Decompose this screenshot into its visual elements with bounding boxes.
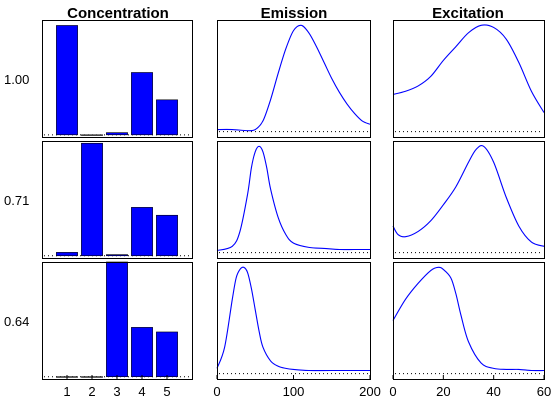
bar-component-5 (156, 214, 178, 257)
title-concentration: Concentration (67, 5, 169, 22)
panel-concentration-3: 1 2 3 4 5 (42, 261, 193, 399)
row-label-1: 1.00 (4, 72, 29, 87)
title-excitation: Excitation (432, 5, 504, 22)
bar-component-5 (156, 331, 178, 378)
axes-frame (217, 141, 371, 259)
spectrum-line-emission (216, 145, 370, 252)
x-tick-label: 40 (486, 384, 500, 399)
panel-excitation-2 (392, 141, 545, 259)
axes-frame (217, 262, 371, 380)
bar-component-4 (131, 207, 153, 257)
axes-frame (217, 20, 371, 138)
axes-frame (42, 141, 193, 259)
panel-emission-1 (216, 20, 371, 138)
row-label-3: 0.64 (4, 314, 29, 329)
panel-excitation-1 (392, 20, 545, 138)
spectrum-line-emission (216, 266, 370, 372)
x-tick-label: 0 (389, 384, 396, 399)
x-tick-label: 0 (213, 384, 220, 399)
spectrum-line-emission (216, 24, 371, 132)
axes-frame (42, 20, 193, 138)
bar-component-1 (56, 252, 78, 257)
bar-component-3 (106, 261, 128, 378)
axes-frame (42, 262, 193, 380)
x-tick-label: 4 (138, 384, 145, 399)
spectrum-line-excitation (392, 145, 545, 247)
panel-emission-2 (216, 141, 371, 259)
spectrum-line-excitation (392, 24, 545, 113)
panel-excitation-3: 0 20 40 60 (389, 262, 551, 399)
x-tick-label: 20 (436, 384, 450, 399)
panel-concentration-1 (42, 20, 193, 138)
bar-component-4 (131, 72, 153, 136)
bar-component-5 (156, 99, 178, 136)
panel-emission-3: 0 100 200 (213, 262, 381, 399)
x-tick-label: 5 (163, 384, 170, 399)
axes-frame (393, 262, 545, 380)
bar-component-1 (56, 25, 78, 136)
x-tick-label: 60 (537, 384, 551, 399)
bar-component-3 (106, 254, 128, 257)
spectrum-line-excitation (392, 266, 545, 372)
row-label-2: 0.71 (4, 193, 29, 208)
bar-component-2 (81, 134, 103, 136)
axes-frame (393, 20, 545, 138)
bar-component-4 (131, 327, 153, 378)
bar-component-3 (106, 132, 128, 136)
title-emission: Emission (261, 5, 328, 22)
axes-frame (393, 141, 545, 259)
panel-concentration-2 (42, 141, 193, 259)
x-tick-label: 200 (359, 384, 381, 399)
x-tick-label: 2 (88, 384, 95, 399)
x-tick-label: 3 (113, 384, 120, 399)
panels: 1 2 3 4 5 0 100 200 0 20 40 60 (42, 20, 551, 399)
x-tick-label: 1 (63, 384, 70, 399)
bar-component-2 (81, 142, 103, 257)
x-tick-label: 100 (283, 384, 305, 399)
